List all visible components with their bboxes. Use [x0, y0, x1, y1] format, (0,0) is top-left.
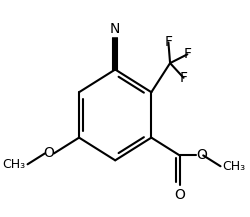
Text: CH₃: CH₃ — [3, 158, 26, 171]
Text: F: F — [164, 35, 172, 49]
Text: O: O — [174, 188, 185, 202]
Text: O: O — [196, 148, 207, 162]
Text: F: F — [180, 71, 188, 85]
Text: F: F — [183, 47, 191, 61]
Text: O: O — [43, 146, 54, 160]
Text: N: N — [110, 22, 120, 36]
Text: CH₃: CH₃ — [222, 160, 246, 173]
